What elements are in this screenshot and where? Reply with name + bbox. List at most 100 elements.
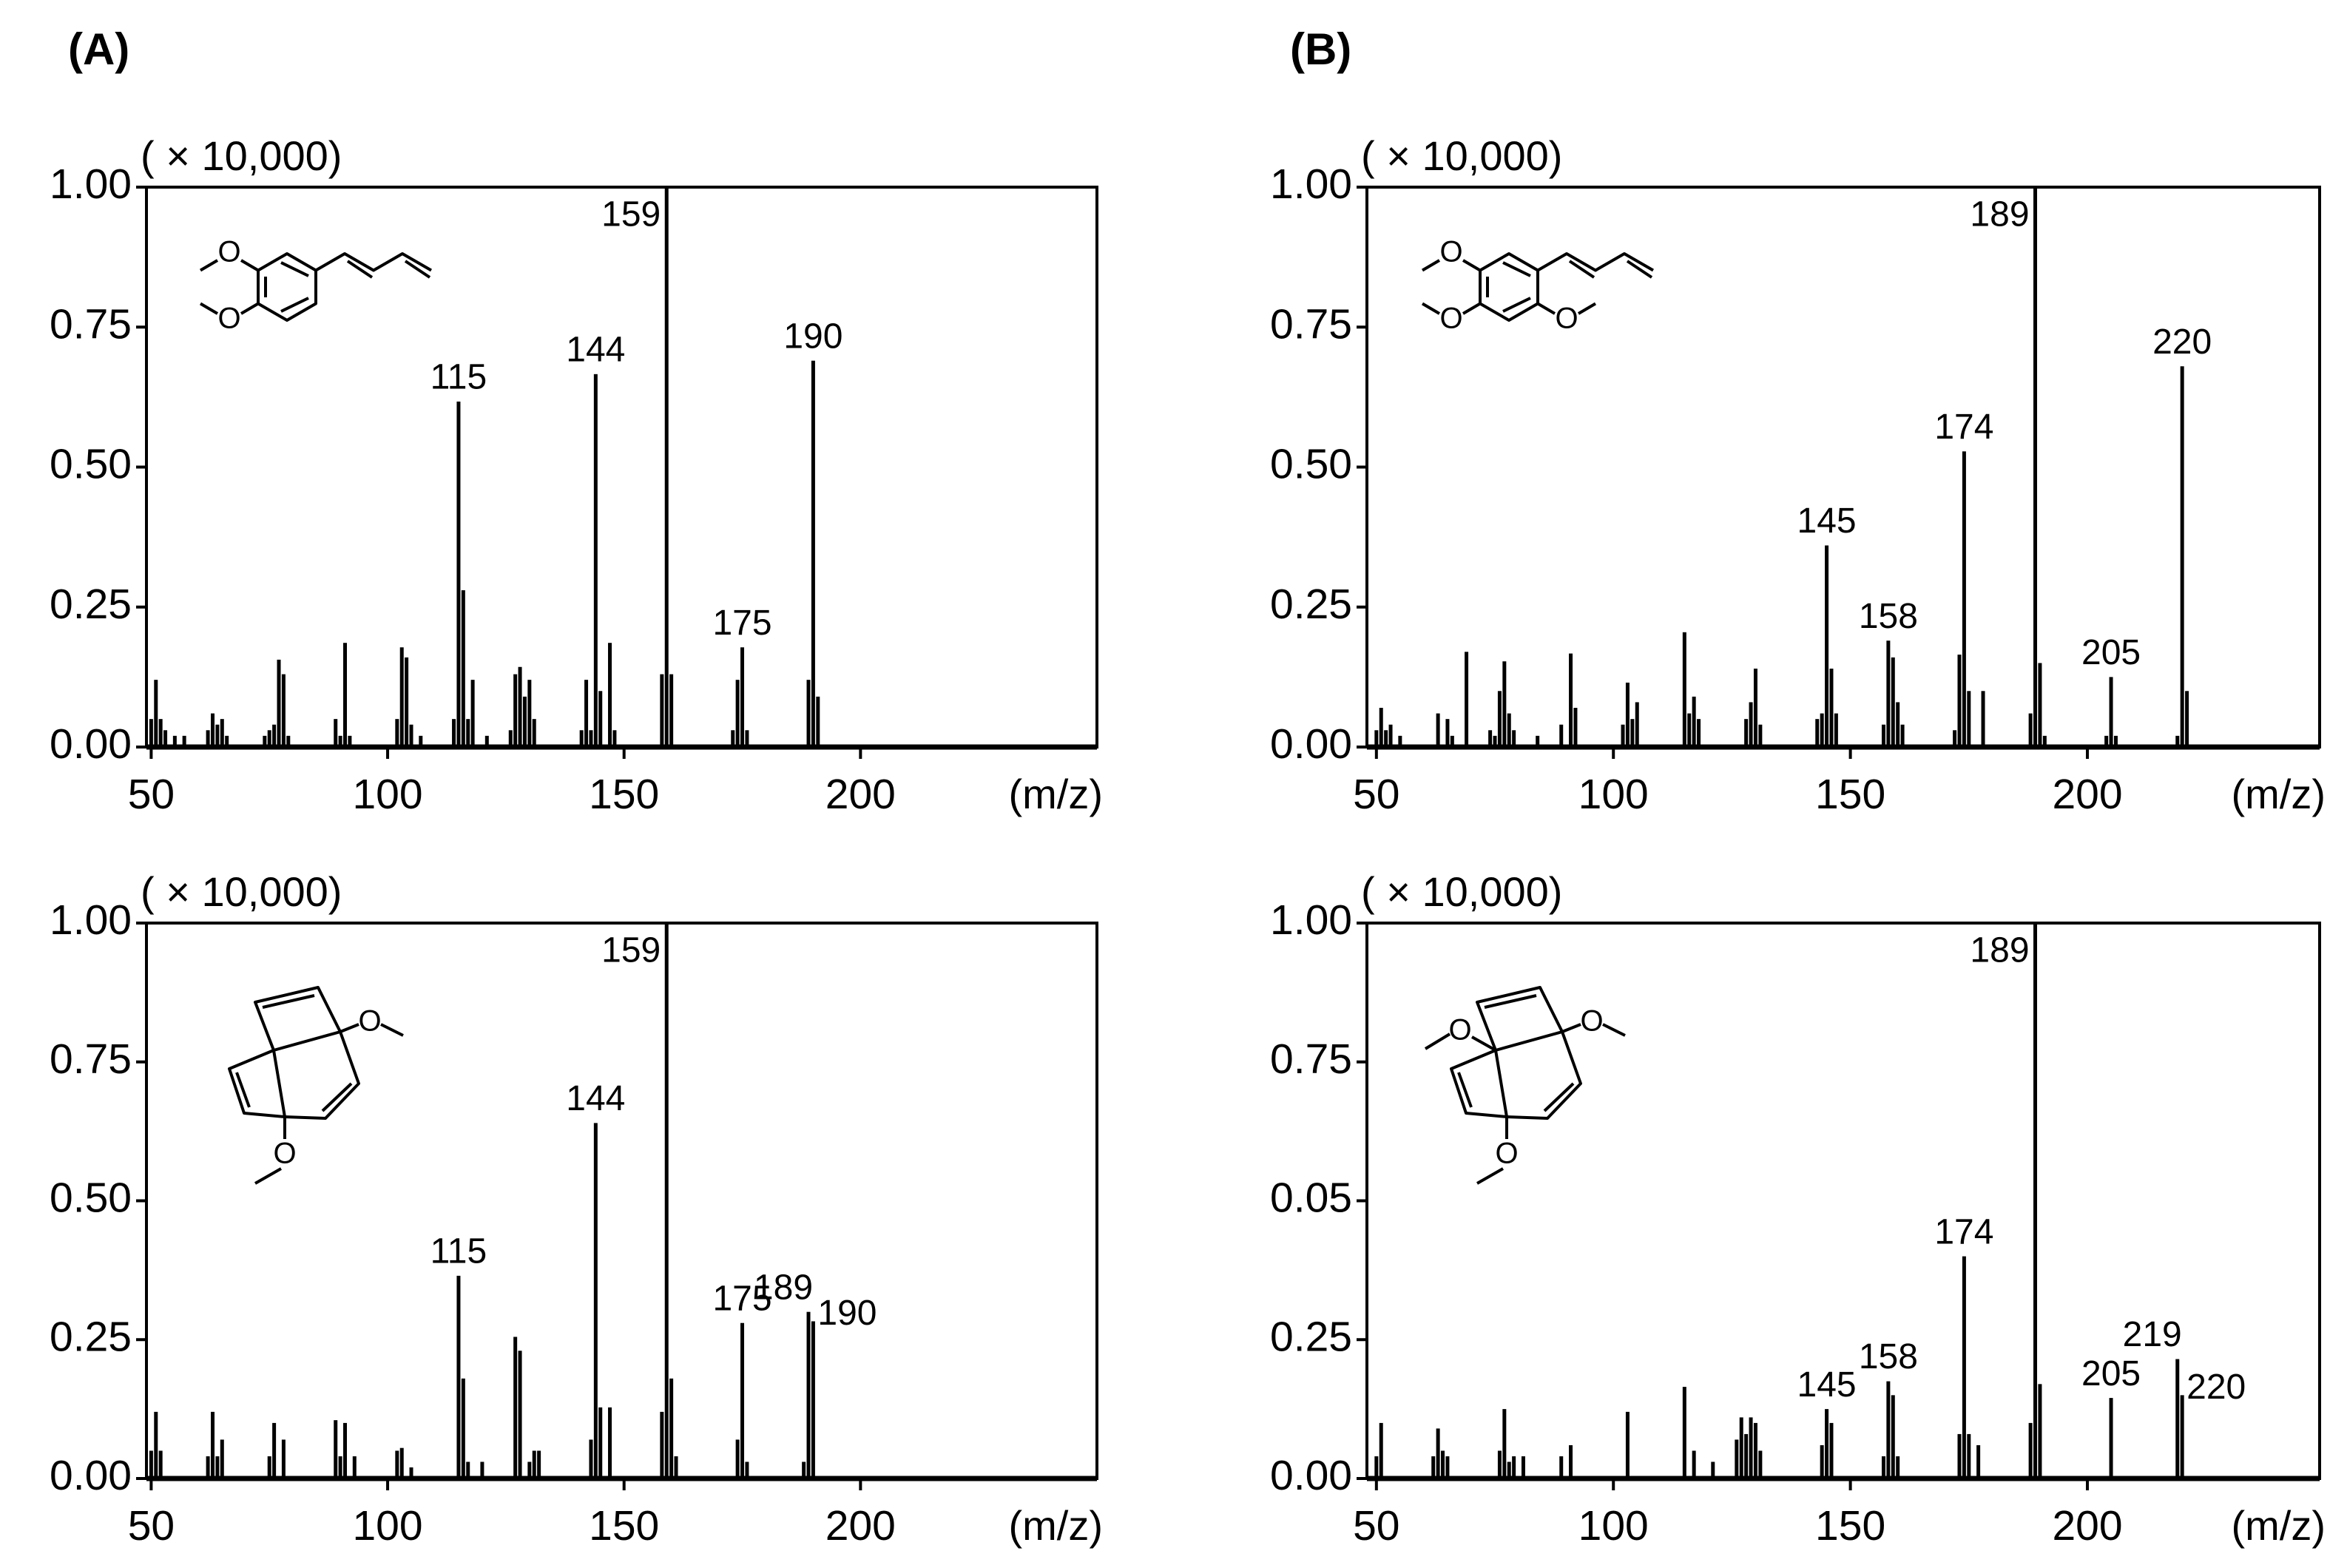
atom-label: O <box>217 236 240 268</box>
peak <box>215 724 220 747</box>
peak-label: 219 <box>2123 1315 2182 1354</box>
peak <box>399 647 404 747</box>
peak <box>1388 724 1393 747</box>
y-tick-label: 1.00 <box>1270 896 1352 944</box>
y-tick-label: 0.25 <box>50 1313 132 1360</box>
peak <box>338 1456 342 1479</box>
peak <box>1900 724 1905 747</box>
peak <box>1559 724 1564 747</box>
y-axis-label: ( × 10,000) <box>141 132 342 179</box>
peak <box>1953 730 1957 747</box>
x-tick-label: 50 <box>128 771 175 818</box>
x-tick-label: 50 <box>1353 1502 1399 1550</box>
peak <box>674 1456 678 1479</box>
peak <box>220 1439 224 1479</box>
y-tick-label: 0.00 <box>1270 1452 1352 1499</box>
peak <box>2038 663 2042 747</box>
peak <box>2028 1422 2033 1479</box>
peak <box>2104 735 2109 747</box>
peak <box>395 719 399 747</box>
peak <box>806 1311 811 1479</box>
peak <box>343 643 348 747</box>
plot-frame <box>145 922 1098 1480</box>
peak-label: 158 <box>1859 1337 1918 1376</box>
peak <box>2175 735 2180 747</box>
peak <box>508 730 513 747</box>
peak <box>1635 702 1639 747</box>
peak <box>267 1456 271 1479</box>
peak <box>1512 730 1516 747</box>
peak <box>532 1450 536 1479</box>
peak <box>456 1275 461 1479</box>
peak <box>518 1351 522 1479</box>
peak <box>1507 713 1511 747</box>
atom-label: O <box>1555 303 1578 335</box>
peak <box>272 1422 277 1479</box>
peak <box>1753 1422 1757 1479</box>
peak <box>740 647 745 747</box>
peak <box>1465 652 1469 747</box>
peak-label: 144 <box>566 331 625 370</box>
y-tick-label: 0.50 <box>1270 441 1352 488</box>
peak <box>149 719 153 747</box>
peak <box>1502 1409 1507 1479</box>
peak <box>1441 1450 1445 1479</box>
peak-label: 115 <box>430 1232 487 1271</box>
peak <box>466 719 470 747</box>
peak <box>2042 735 2047 747</box>
peak-label: 189 <box>1970 195 2029 234</box>
peak <box>584 680 589 747</box>
peak <box>206 730 210 747</box>
peak <box>1621 724 1625 747</box>
peak <box>1493 735 1497 747</box>
peak <box>409 724 413 747</box>
peak <box>405 657 409 747</box>
peak <box>215 1456 220 1479</box>
peak-label: 115 <box>430 358 487 397</box>
peak <box>1891 1395 1895 1479</box>
peak <box>1829 1422 1834 1479</box>
x-axis-label: (m/z) <box>2231 1502 2326 1549</box>
atom-label: O <box>1580 1005 1603 1038</box>
peak <box>1379 1422 1383 1479</box>
peak <box>2109 1398 2113 1479</box>
peak <box>1749 1417 1753 1479</box>
peak <box>1436 713 1440 747</box>
peak <box>172 735 177 747</box>
atom-label: O <box>1448 1014 1471 1047</box>
peak <box>1436 1428 1440 1479</box>
peak <box>608 643 612 747</box>
peak <box>745 1461 749 1479</box>
peak <box>1962 1256 1966 1479</box>
peak <box>1536 735 1540 747</box>
peak <box>158 719 163 747</box>
y-axis-label: ( × 10,000) <box>1361 868 1562 915</box>
peak <box>1881 1456 1885 1479</box>
x-tick-label: 100 <box>1578 1502 1649 1550</box>
peak <box>225 735 229 747</box>
peak <box>1886 641 1891 747</box>
peak <box>1820 713 1824 747</box>
peak-label: 145 <box>1797 501 1857 541</box>
peak <box>1374 730 1379 747</box>
peak <box>593 1123 598 1479</box>
peak <box>470 680 475 747</box>
peak <box>669 1378 674 1479</box>
peak <box>1559 1456 1564 1479</box>
peak <box>1957 1433 1962 1479</box>
peak <box>740 1322 745 1479</box>
x-tick-label: 50 <box>1353 771 1399 818</box>
peak <box>334 1420 338 1479</box>
x-tick-label: 150 <box>1815 771 1885 818</box>
y-tick-label: 0.25 <box>50 581 132 628</box>
peak <box>286 735 291 747</box>
structure: O O O <box>1421 236 1654 335</box>
peak-label: 158 <box>1859 597 1918 636</box>
structure: O O O <box>1424 986 1626 1185</box>
peak <box>598 1407 603 1479</box>
peak <box>1697 719 1701 747</box>
peak <box>811 360 815 747</box>
peak <box>206 1456 210 1479</box>
peak <box>163 730 168 747</box>
peak <box>277 659 281 747</box>
